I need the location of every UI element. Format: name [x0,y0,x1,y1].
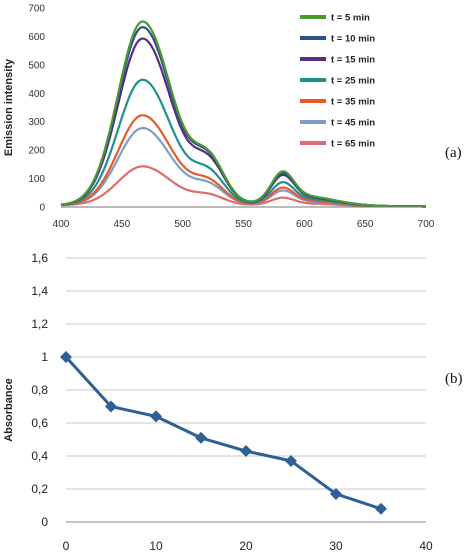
absorbance-chart: 0 10 20 30 40 0 0,2 0,4 0,6 0,8 1 1,2 1,4 1,6 Absorb… [3,251,463,553]
emission-y-tick: 500 [28,60,45,71]
emission-x-tick: 600 [296,219,313,230]
absorbance-data-point [195,431,207,444]
absorbance-data-point [60,351,72,363]
emission-y-tick: 300 [28,117,45,128]
emission-x-tick: 650 [357,219,374,230]
panel-label-a: (a) [445,145,462,161]
emission-x-tick: 500 [174,219,191,230]
legend-entry: t = 45 min [331,118,375,129]
absorbance-y-tick: 1,2 [31,317,48,331]
absorbance-x-tick: 40 [419,539,433,553]
legend-entry: t = 15 min [331,55,375,66]
legend-entry: t = 5 min [331,13,370,24]
emission-x-tick: 550 [235,219,252,230]
emission-y-tick: 0 [39,203,45,214]
absorbance-x-tick: 0 [63,539,70,553]
emission-y-tick: 200 [28,146,45,157]
legend-entry: t = 10 min [331,34,375,45]
absorbance-y-tick: 1,4 [31,284,48,298]
absorbance-series-line [64,355,382,511]
emission-series-line [60,20,427,208]
absorbance-y-tick: 0,8 [31,383,48,397]
absorbance-y-tick: 1 [41,350,48,364]
emission-x-tick: 450 [113,219,130,230]
legend-entry: t = 25 min [331,76,375,87]
absorbance-x-tick: 10 [149,539,163,553]
absorbance-y-axis-label: Absorbance [3,378,15,442]
legend-entry: t = 65 min [331,139,375,150]
emission-x-tick: 400 [53,219,70,230]
absorbance-y-tick: 0 [41,515,48,529]
absorbance-data-point [330,487,342,500]
emission-chart: 400 450 500 550 600 650 700 0 100 200 300 400 500 60… [3,4,462,231]
emission-y-tick: 100 [28,174,45,185]
absorbance-data-point [375,502,387,515]
panel-label-b: (b) [445,371,463,387]
emission-x-tick: 700 [418,219,435,230]
absorbance-data-point [285,454,297,467]
absorbance-x-tick: 20 [239,539,253,553]
absorbance-data-point [150,410,162,423]
absorbance-data-point [105,400,117,413]
absorbance-y-tick: 0,4 [31,449,48,463]
absorbance-data-point [240,445,252,458]
legend-entry: t = 35 min [331,97,375,108]
emission-y-tick: 400 [28,89,45,100]
absorbance-y-tick: 0,2 [31,482,48,496]
absorbance-y-tick: 1,6 [31,251,48,265]
emission-y-tick: 600 [28,32,45,43]
emission-y-axis-label: Emission intensity [3,58,15,156]
absorbance-y-tick: 0,6 [31,416,48,430]
emission-legend: t = 5 min t = 10 min t = 15 min t = 25 min t… [300,13,375,150]
emission-y-tick: 700 [28,4,45,15]
absorbance-x-tick: 30 [329,539,343,553]
